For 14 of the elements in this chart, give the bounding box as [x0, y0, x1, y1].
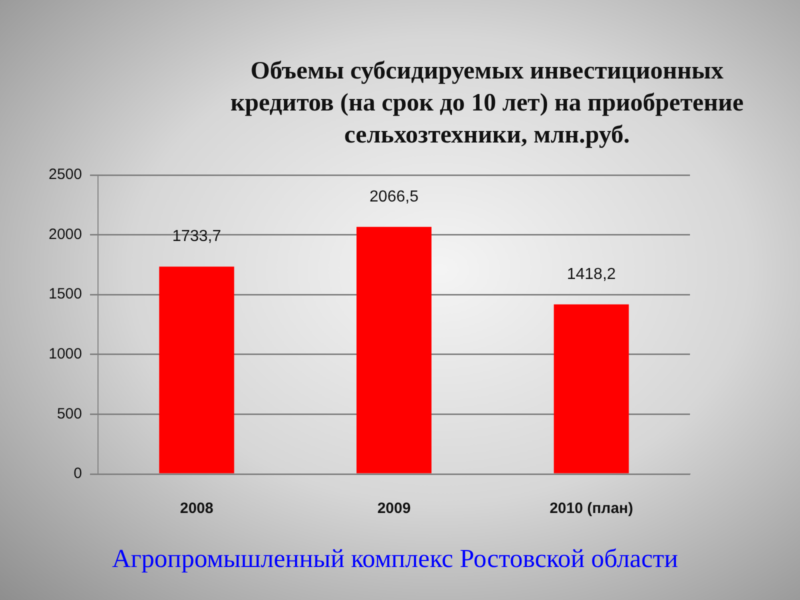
y-tick-label: 1000 [48, 346, 82, 363]
x-tick-label: 2010 (план) [550, 500, 634, 518]
x-tick-label: 2009 [377, 500, 411, 518]
data-label: 1733,7 [172, 228, 222, 246]
y-tick-label: 1500 [48, 286, 82, 303]
y-tick-label: 0 [74, 465, 82, 482]
y-tick-label: 500 [56, 405, 82, 422]
data-label: 1418,2 [566, 266, 616, 283]
chart-title: Объемы субсидируемых инвестиционных кредитов (на срок до 10 лет) на приобретение сельхозтехники, млн.руб. [230, 57, 744, 148]
y-tick-label: 2500 [48, 166, 82, 184]
x-tick-label: 2008 [180, 500, 214, 518]
y-tick-label: 2000 [48, 226, 82, 243]
data-label: 2066,5 [370, 188, 419, 206]
text: Агропромышленный комплекс Ростовской области [112, 544, 678, 573]
